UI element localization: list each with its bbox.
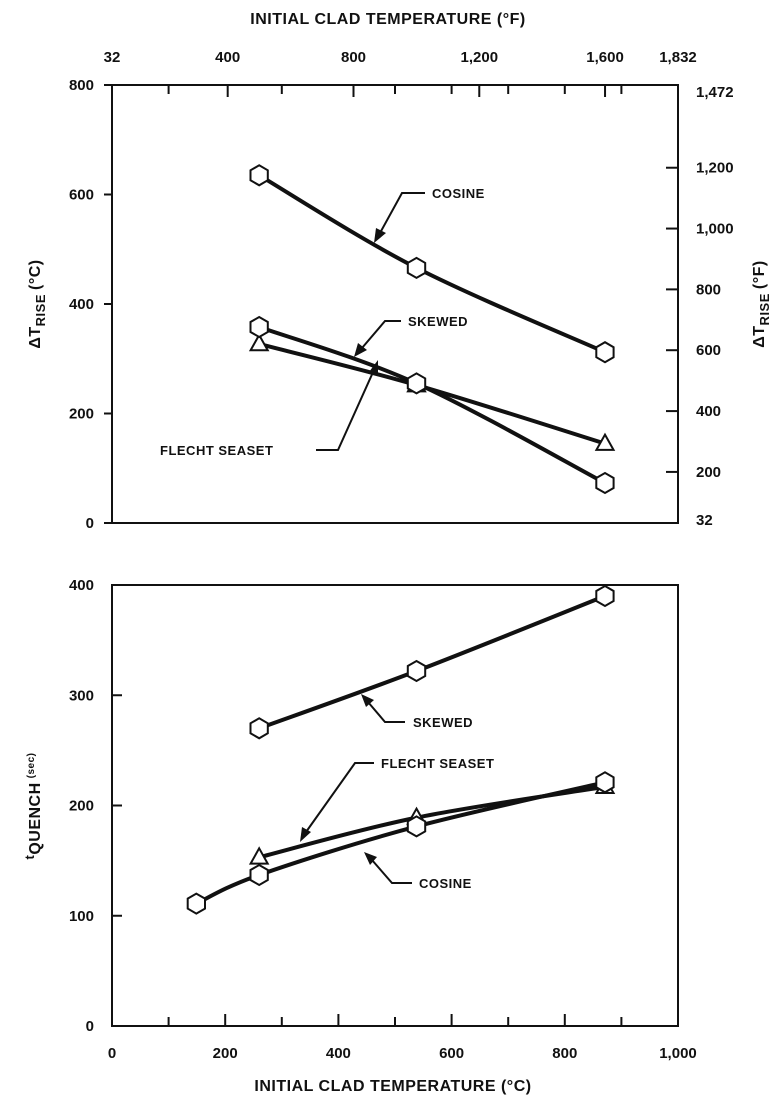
- quench-x-tick-label: 200: [213, 1045, 238, 1062]
- rise-left-title-main: ΔT: [27, 326, 44, 348]
- rise-left-tick-label: 800: [69, 77, 94, 94]
- top-axis-tick-label: 32: [104, 49, 121, 66]
- rise-right-tick-label: 1,000: [696, 221, 734, 238]
- quench-ticks: [111, 584, 679, 1027]
- top-axis-tick-label: 800: [341, 49, 366, 66]
- quench-cosine-point: [406, 815, 427, 838]
- rise-right-title-main: ΔT: [751, 325, 768, 347]
- rise-left-title-unit: (°C): [27, 259, 44, 290]
- rise-cosine-callout: COSINE: [374, 186, 485, 243]
- rise-left-tick-label: 400: [69, 296, 94, 313]
- rise-right-tick-label: 1,200: [696, 160, 734, 177]
- quench-flecht-seaset-point: [248, 846, 270, 865]
- quench-cosine-point: [595, 771, 615, 794]
- quench-x-tick-labels: 0 200 400 600 800 1,000: [108, 1045, 697, 1062]
- rise-right-tick-label: 600: [696, 342, 721, 359]
- top-axis-tick-label: 1,200: [461, 49, 499, 66]
- rise-left-tick-labels: 0 200 400 600 800: [69, 77, 94, 532]
- quench-x-tick-label: 1,000: [659, 1045, 697, 1062]
- rise-flecht-seaset-point: [248, 332, 270, 352]
- quench-x-tick-label: 400: [326, 1045, 351, 1062]
- rise-left-title-sub: RISE: [33, 294, 48, 326]
- quench-flecht-label: FLECHT SEASET: [381, 756, 494, 771]
- quench-cosine-label: COSINE: [419, 876, 472, 891]
- top-axis-tick-label: 1,600: [586, 49, 624, 66]
- rise-skewed-label: SKEWED: [408, 314, 468, 329]
- rise-right-tick-label: 400: [696, 403, 721, 420]
- quench-skewed-label: SKEWED: [413, 715, 473, 730]
- rise-cosine-point: [406, 256, 427, 280]
- quench-skewed-point: [406, 659, 427, 683]
- rise-cosine-point: [249, 164, 269, 187]
- quench-y-tick-label: 0: [86, 1018, 94, 1035]
- quench-skewed-callout: SKEWED: [361, 694, 473, 730]
- quench-y-tick-label: 400: [69, 577, 94, 594]
- rise-right-tick-label: 1,472: [696, 84, 734, 101]
- top-axis-tick-label: 1,832: [659, 49, 697, 66]
- top-axis-title: INITIAL CLAD TEMPERATURE (°F): [250, 11, 525, 28]
- quench-flecht-callout: FLECHT SEASET: [300, 756, 494, 842]
- rise-cosine-point: [595, 341, 615, 364]
- rise-right-tick-label: 200: [696, 464, 721, 481]
- rise-right-title-unit: (°F): [751, 260, 768, 289]
- rise-cosine-label: COSINE: [432, 186, 485, 201]
- quench-skewed-point: [249, 717, 269, 740]
- quench-skewed-point: [595, 584, 615, 608]
- quench-cosine-point: [186, 892, 206, 915]
- rise-chart: INITIAL CLAD TEMPERATURE (°F) 32 400 800 1,…: [27, 11, 772, 532]
- rise-flecht-seaset-point: [594, 432, 616, 451]
- quench-y-tick-label: 300: [69, 687, 94, 704]
- quench-y-title-main: t: [22, 855, 37, 860]
- rise-skewed-point: [406, 372, 427, 395]
- quench-x-tick-label: 800: [552, 1045, 577, 1062]
- quench-skewed-line: [257, 594, 607, 731]
- rise-right-axis-title: ΔTRISE (°F): [751, 260, 772, 347]
- quench-x-tick-label: 0: [108, 1045, 116, 1062]
- quench-y-axis-title: tQUENCH (sec): [22, 752, 44, 859]
- rise-left-tick-label: 0: [86, 515, 94, 532]
- quench-cosine-line: [194, 780, 607, 906]
- rise-right-tick-label: 800: [696, 281, 721, 298]
- quench-cosine-callout: COSINE: [364, 852, 472, 891]
- rise-skewed-point: [595, 471, 615, 495]
- rise-flecht-label: FLECHT SEASET: [160, 443, 273, 458]
- rise-skewed-callout: SKEWED: [354, 314, 468, 357]
- top-axis-tick-labels: 32 400 800 1,200 1,600 1,832: [104, 49, 697, 66]
- quench-x-axis-title: INITIAL CLAD TEMPERATURE (°C): [254, 1078, 531, 1095]
- rise-flecht-callout: FLECHT SEASET: [160, 360, 378, 458]
- quench-left-tick-labels: 0 100 200 300 400: [69, 577, 94, 1035]
- rise-skewed-point: [249, 315, 269, 339]
- rise-right-tick-labels: 32 200 400 600 800 1,000 1,200 1,472: [696, 84, 734, 529]
- quench-cosine-point: [249, 863, 269, 887]
- quench-y-title-sub: QUENCH: [27, 782, 44, 854]
- top-axis-tick-label: 400: [215, 49, 240, 66]
- quench-y-tick-label: 100: [69, 908, 94, 925]
- rise-right-tick-label: 32: [696, 512, 713, 529]
- rise-ticks: [104, 84, 679, 524]
- quench-x-tick-label: 600: [439, 1045, 464, 1062]
- quench-plot-frame: [111, 584, 679, 1027]
- rise-left-tick-label: 600: [69, 187, 94, 204]
- rise-left-axis-title: ΔTRISE (°C): [27, 259, 48, 348]
- rise-series: [248, 164, 616, 495]
- rise-skewed-line: [257, 324, 607, 486]
- quench-chart: 0 100 200 300 400 0 200 400 600 800 1,000 tQUENCH…: [22, 577, 697, 1095]
- rise-right-title-sub: RISE: [757, 293, 772, 325]
- quench-y-title-unit: (sec): [26, 752, 37, 778]
- quench-y-tick-label: 200: [69, 798, 94, 815]
- rise-left-tick-label: 200: [69, 406, 94, 423]
- quench-series: [186, 584, 616, 915]
- rise-flecht-seaset-line: [257, 341, 607, 446]
